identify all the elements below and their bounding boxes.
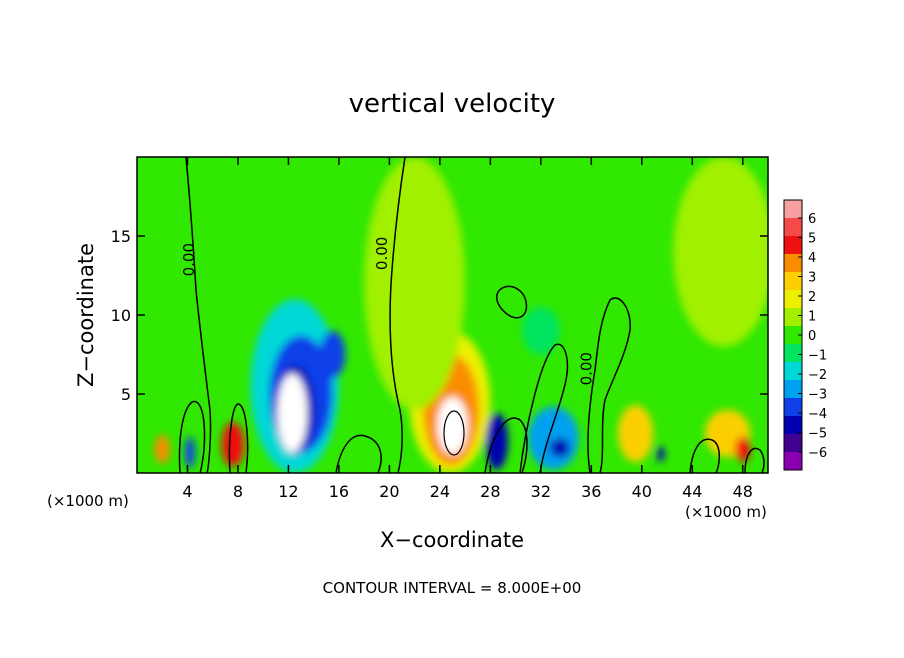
- colorbar-swatch: [784, 272, 802, 291]
- x-tick-label: 48: [733, 482, 753, 501]
- contour-label: 0.00: [373, 237, 391, 270]
- velocity-cell: [521, 307, 560, 355]
- velocity-cell: [673, 157, 768, 347]
- chart-title: vertical velocity: [349, 89, 556, 119]
- colorbar-label: 6: [808, 212, 816, 227]
- y-tick-label: 10: [111, 306, 131, 325]
- colorbar-swatch: [784, 362, 802, 381]
- x-tick-label: 8: [233, 482, 243, 501]
- zero-contour-line: [335, 434, 382, 473]
- max-contour-line: [443, 410, 465, 456]
- zero-contours: [178, 157, 765, 473]
- colorbar-swatch: [784, 434, 802, 453]
- colorbar-swatch: [784, 452, 802, 471]
- velocity-cell: [364, 157, 466, 410]
- colorbar-label: −5: [808, 427, 827, 442]
- x-tick-label: 16: [329, 482, 349, 501]
- x-unit-label-right: (×1000 m): [685, 503, 767, 521]
- velocity-cell: [549, 438, 570, 458]
- colorbar-swatch: [784, 254, 802, 273]
- zero-contour-line: [228, 403, 249, 473]
- x-unit-label-left: (×1000 m): [47, 492, 129, 510]
- colorbar-label: 0: [808, 329, 816, 344]
- colorbar-swatch: [784, 308, 802, 327]
- x-tick-label: 24: [430, 482, 450, 501]
- colorbar-label: 5: [808, 232, 816, 247]
- colorbar-label: 4: [808, 251, 816, 266]
- colorbar-label: 2: [808, 290, 816, 305]
- colorbar-swatch: [784, 380, 802, 399]
- velocity-cell: [617, 405, 654, 462]
- colorbar-label: −3: [808, 388, 827, 403]
- velocity-field: [154, 157, 768, 473]
- colorbar-swatch: [784, 236, 802, 255]
- y-axis: 5 10 15: [111, 227, 768, 404]
- zero-contour-line: [178, 400, 206, 473]
- x-tick-label: 44: [682, 482, 702, 501]
- y-tick-label: 15: [111, 227, 131, 246]
- colorbar: 6 5 4 3 2 1 0 −1 −2 −3 −4 −5 −6: [783, 199, 827, 471]
- colorbar-swatch: [784, 416, 802, 435]
- x-tick-label: 20: [379, 482, 399, 501]
- contour-label: 0.00: [577, 352, 595, 385]
- contour-label: 0.00: [180, 243, 198, 276]
- colorbar-label: −2: [808, 368, 827, 383]
- colorbar-label: −4: [808, 407, 827, 422]
- zero-contour-line: [744, 447, 765, 473]
- x-tick-label: 40: [632, 482, 652, 501]
- colorbar-label: −1: [808, 349, 827, 364]
- x-axis: 4 8 12 16 20 24 28 32 36 40 44 48: [182, 157, 753, 501]
- velocity-cell: [528, 406, 579, 470]
- zero-contour-line: [484, 417, 528, 473]
- colorbar-swatch: [784, 218, 802, 237]
- velocity-cell: [221, 422, 245, 467]
- velocity-cell: [277, 373, 308, 453]
- x-axis-title: X−coordinate: [380, 528, 524, 552]
- x-tick-label: 12: [278, 482, 298, 501]
- x-tick-label: 4: [182, 482, 192, 501]
- colorbar-swatch: [784, 200, 802, 219]
- colorbar-swatch: [784, 344, 802, 363]
- x-tick-label: 32: [531, 482, 551, 501]
- colorbar-label: 1: [808, 310, 816, 325]
- velocity-cell: [735, 436, 751, 462]
- colorbar-swatch: [784, 290, 802, 309]
- contour-labels: 0.00 0.00 0.00: [180, 237, 596, 386]
- zero-contour-line: [519, 343, 569, 473]
- colorbar-label: 3: [808, 271, 816, 286]
- velocity-cell: [656, 446, 665, 462]
- velocity-cell: [485, 412, 509, 470]
- zero-contour-line: [587, 297, 631, 473]
- zero-contour-line: [496, 285, 528, 319]
- x-tick-label: 28: [480, 482, 500, 501]
- contour-interval-note: CONTOUR INTERVAL = 8.000E+00: [323, 579, 582, 597]
- plot-area: 0.00 0.000.00 4 8 12 16 20 24 28 32 36 40 44 48 5101…: [111, 156, 769, 501]
- velocity-cell: [154, 435, 170, 464]
- velocity-cell: [184, 436, 196, 469]
- x-tick-label: 36: [581, 482, 601, 501]
- zero-contour-line: [689, 438, 720, 473]
- y-axis-title: Z−coordinate: [74, 243, 98, 387]
- velocity-cell: [319, 330, 346, 379]
- zero-contour-line: [185, 157, 212, 473]
- zero-contour-line: [389, 157, 406, 473]
- colorbar-swatch: [784, 398, 802, 417]
- y-tick-label: 5: [121, 385, 131, 404]
- colorbar-swatch: [784, 326, 802, 345]
- colorbar-label: −6: [808, 446, 827, 461]
